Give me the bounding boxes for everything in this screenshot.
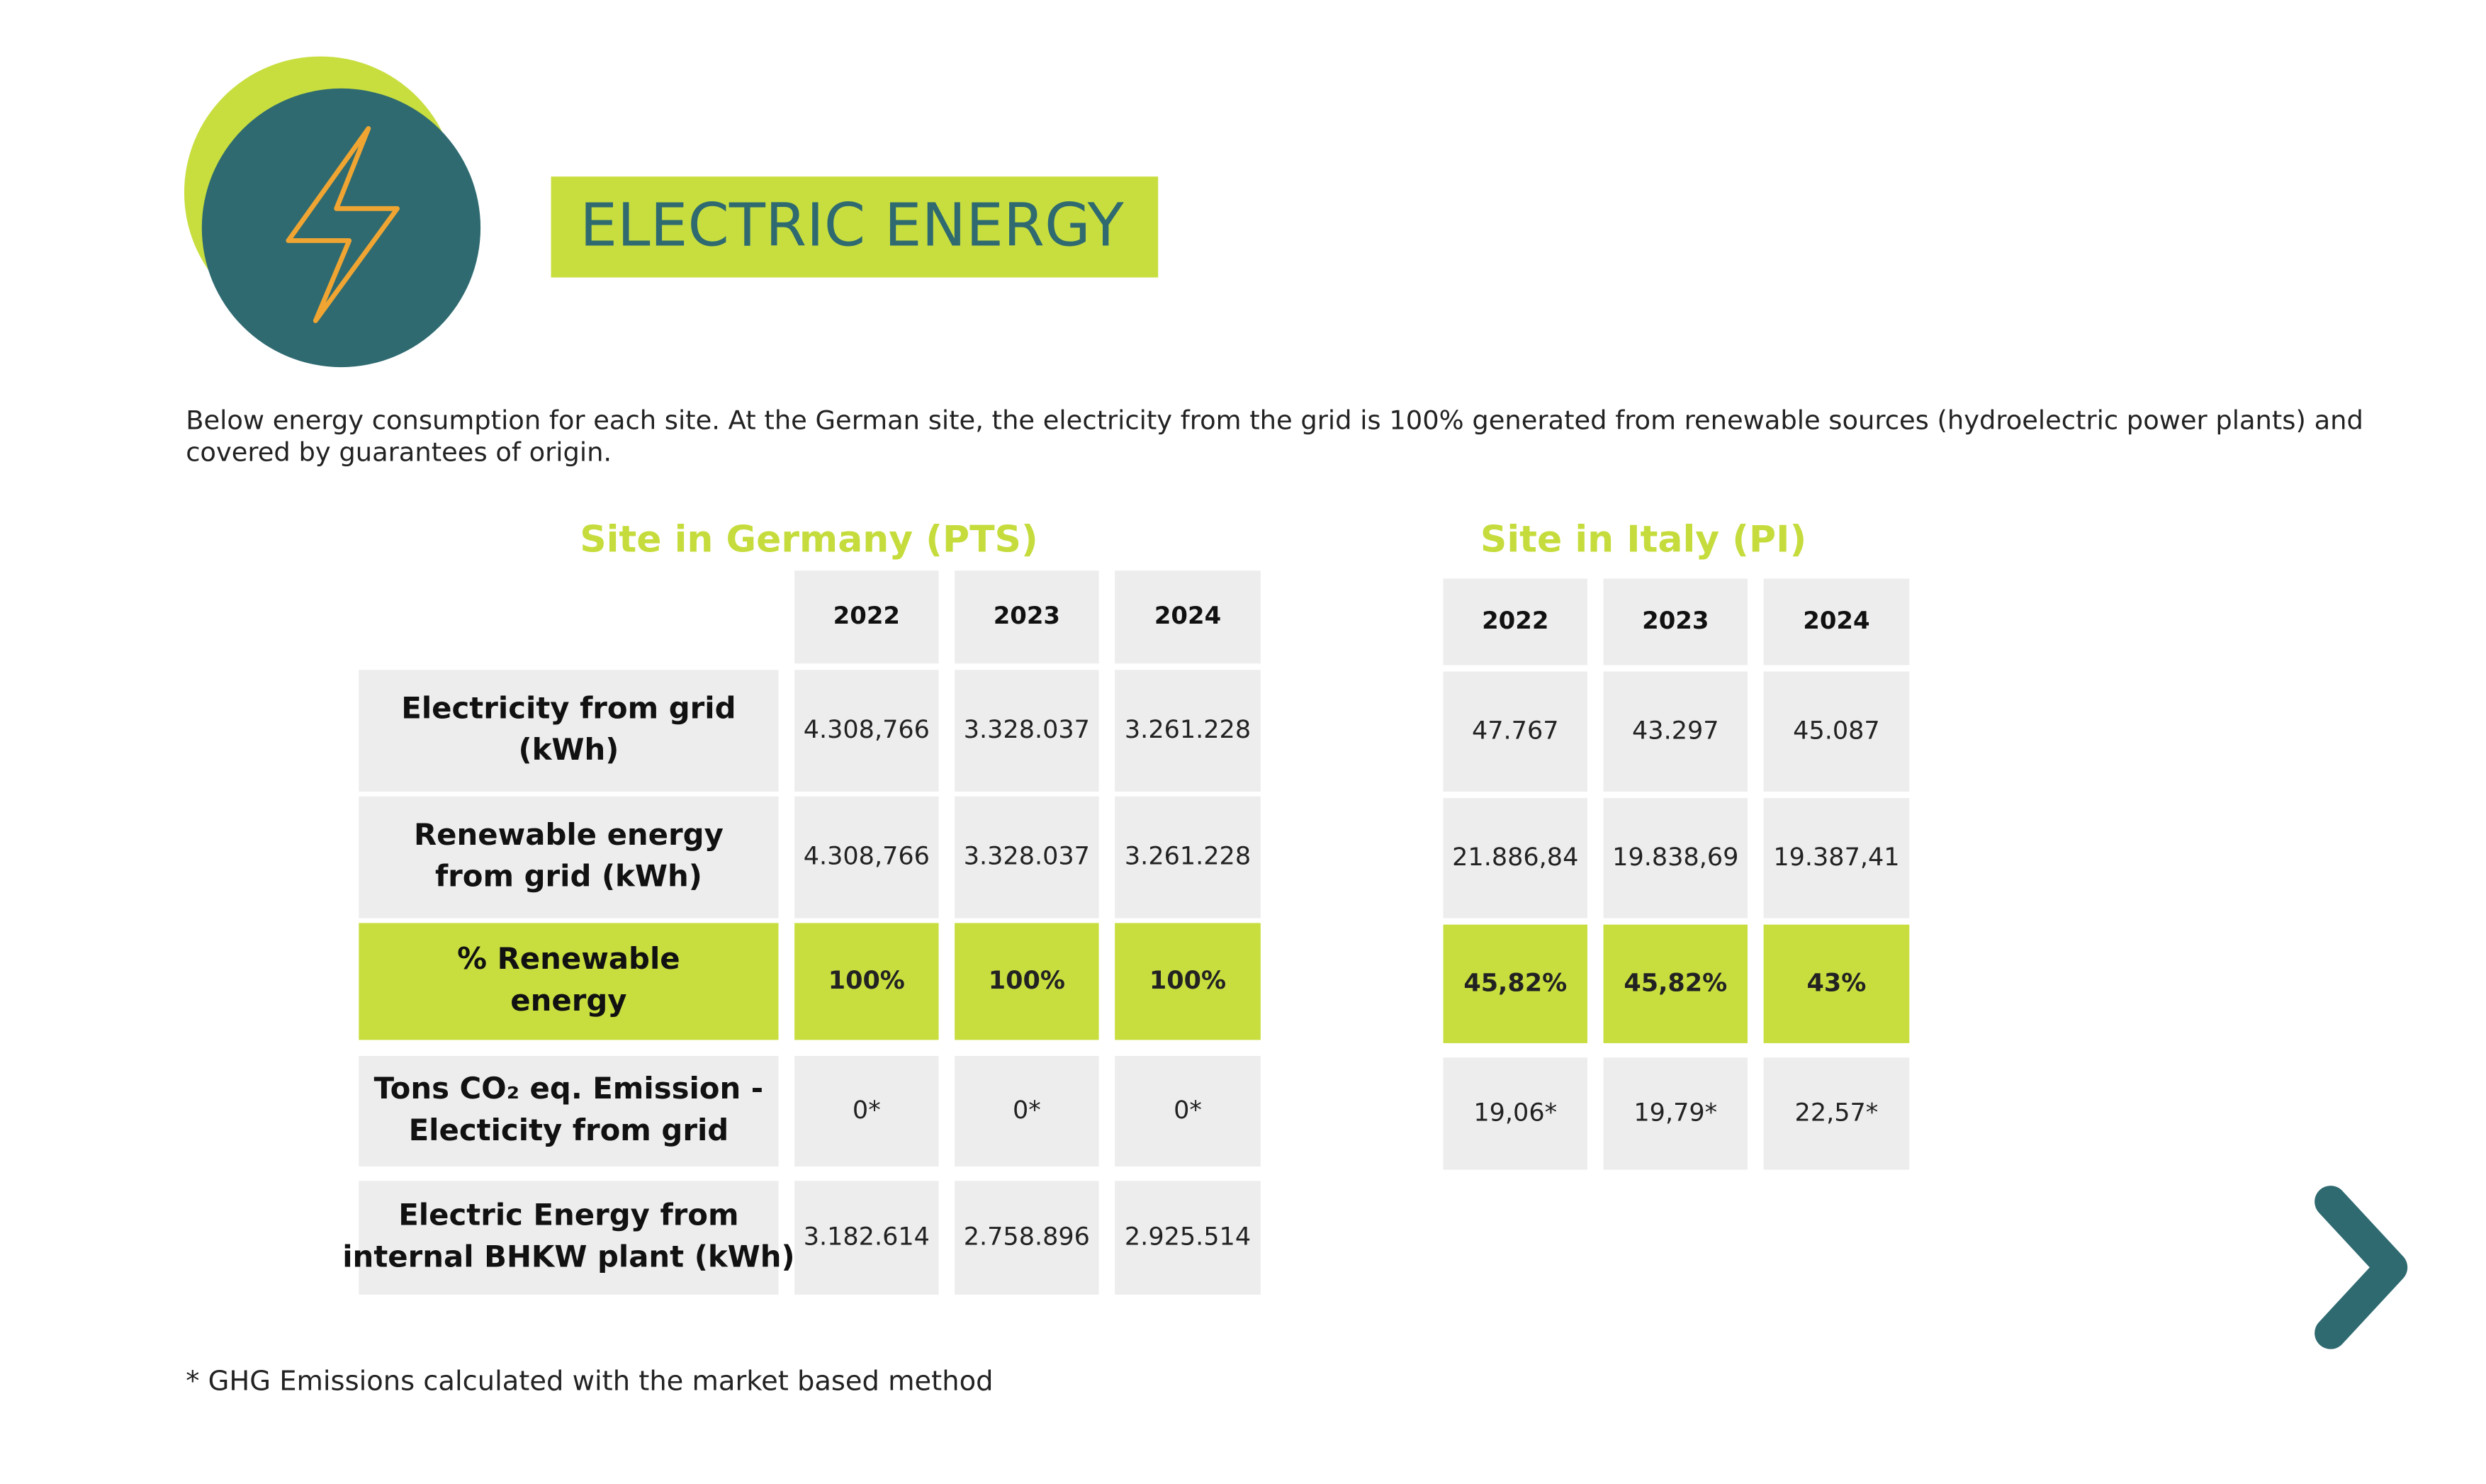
value: 3.261.228	[1125, 715, 1251, 744]
footnote: * GHG Emissions calculated with the mark…	[186, 1366, 993, 1398]
value: 22,57*	[1795, 1098, 1879, 1127]
row-label: Electicity from grid	[409, 1113, 729, 1147]
year-label: 2023	[1642, 607, 1709, 634]
icon-circle	[201, 88, 481, 368]
row-label: energy	[510, 983, 626, 1018]
value: 43.297	[1632, 716, 1719, 745]
value-cell	[1763, 1057, 1910, 1170]
next-arrow[interactable]	[2315, 1186, 2408, 1349]
value-cell	[794, 796, 939, 918]
year-label: 2023	[994, 602, 1060, 629]
germany-title: Site in Germany (PTS)	[580, 518, 1038, 561]
value-cell	[794, 1056, 939, 1167]
value-cell	[1763, 671, 1910, 792]
year-label: 2024	[1154, 602, 1221, 629]
value-cell	[1603, 1057, 1748, 1170]
value-cell	[1763, 924, 1910, 1043]
value-cell	[794, 923, 939, 1040]
value-cell	[1115, 1181, 1261, 1295]
row-label-cell	[359, 923, 779, 1040]
lightning-icon	[286, 125, 400, 323]
value: 100%	[1149, 966, 1226, 995]
header-cell	[1115, 570, 1261, 664]
header-cell	[1763, 578, 1910, 665]
value-cell	[794, 670, 939, 792]
value: 100%	[989, 966, 1065, 995]
value-cell	[1443, 671, 1587, 792]
title: ELECTRIC ENERGY	[580, 191, 1124, 260]
year-label: 2024	[1803, 607, 1869, 634]
value: 19,06*	[1473, 1098, 1557, 1127]
value-cell	[1443, 924, 1587, 1043]
value: 45,82%	[1624, 968, 1727, 997]
header-cell	[1443, 578, 1587, 665]
row-label: % Renewable	[457, 941, 680, 976]
value-cell	[1115, 670, 1261, 792]
row-label: Electricity from grid	[401, 690, 736, 725]
value-cell	[955, 796, 1099, 918]
value-cell	[955, 670, 1099, 792]
header-cell	[1603, 578, 1748, 665]
year-label: 2022	[1482, 607, 1548, 634]
row-label: from grid (kWh)	[435, 859, 702, 894]
value: 3.328.037	[964, 715, 1090, 744]
title-box	[551, 176, 1159, 278]
value: 0*	[853, 1096, 881, 1125]
row-label-cell	[359, 796, 779, 918]
value-cell	[1603, 671, 1748, 792]
value: 3.328.037	[964, 842, 1090, 871]
value: 2.758.896	[964, 1222, 1090, 1252]
value: 2.925.514	[1125, 1222, 1251, 1252]
value-cell	[1603, 798, 1748, 918]
value: 21.886,84	[1452, 843, 1578, 872]
header-cell	[955, 570, 1099, 664]
row-label-cell	[359, 1056, 779, 1167]
row-label: Electric Energy from	[398, 1198, 738, 1232]
intro-line: Below energy consumption for each site. …	[186, 405, 2363, 435]
value-cell	[1603, 924, 1748, 1043]
value: 19.838,69	[1612, 843, 1738, 872]
intro-line: covered by guarantees of origin.	[186, 437, 612, 468]
value-cell	[794, 1181, 939, 1295]
row-label: Renewable energy	[414, 817, 724, 852]
row-label-cell	[359, 670, 779, 792]
value-cell	[1115, 923, 1261, 1040]
value: 4.308,766	[804, 715, 930, 744]
value: 45.087	[1793, 716, 1880, 745]
value: 0*	[1174, 1096, 1202, 1125]
value: 3.261.228	[1125, 842, 1251, 871]
value: 0*	[1013, 1096, 1041, 1125]
row-label: Tons CO₂ eq. Emission -	[374, 1071, 764, 1106]
value-cell	[1443, 798, 1587, 918]
value: 100%	[828, 966, 905, 995]
value: 3.182.614	[804, 1222, 930, 1252]
value-cell	[1115, 1056, 1261, 1167]
value-cell	[955, 1181, 1099, 1295]
value: 43%	[1807, 968, 1867, 997]
value-cell	[955, 1056, 1099, 1167]
italy-title: Site in Italy (PI)	[1480, 518, 1806, 561]
row-label: (kWh)	[518, 732, 619, 767]
row-label-cell	[359, 1181, 779, 1295]
value-cell	[1115, 796, 1261, 918]
value: 19,79*	[1633, 1098, 1717, 1127]
value: 4.308,766	[804, 842, 930, 871]
row-label: internal BHKW plant (kWh)	[342, 1239, 794, 1274]
value: 19.387,41	[1773, 843, 1899, 872]
value-cell	[955, 923, 1099, 1040]
value: 47.767	[1472, 716, 1559, 745]
value-cell	[1763, 798, 1910, 918]
header-cell	[794, 570, 939, 664]
value: 45,82%	[1463, 968, 1567, 997]
value-cell	[1443, 1057, 1587, 1170]
year-label: 2022	[833, 602, 900, 629]
